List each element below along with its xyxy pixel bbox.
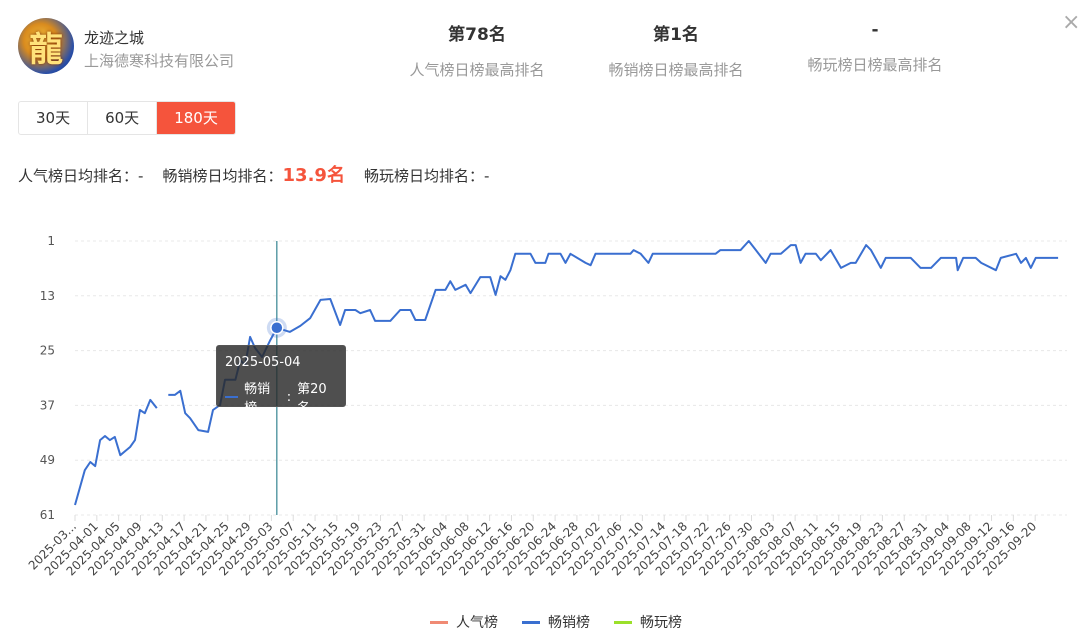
- legend-item-popular[interactable]: 人气榜: [430, 612, 498, 632]
- y-tick-label: 25: [40, 344, 55, 358]
- stat-label: 畅玩榜日榜最高排名: [807, 56, 943, 74]
- y-tick-label: 13: [40, 289, 55, 303]
- legend-label: 人气榜: [456, 615, 498, 631]
- tooltip-series-swatch: [225, 396, 239, 398]
- legend-swatch: [522, 620, 540, 624]
- tab-180-days[interactable]: 180天: [157, 102, 235, 134]
- app-name: 龙迹之城: [84, 29, 145, 47]
- play-avg-label: 畅玩榜日均排名：: [364, 167, 485, 185]
- tab-60-days[interactable]: 60天: [88, 102, 158, 134]
- legend-swatch: [430, 620, 448, 624]
- company-name: 上海德寒科技有限公司: [84, 52, 235, 70]
- stat-value: 第1名: [653, 25, 699, 45]
- app-icon: 龍: [18, 18, 74, 74]
- range-tabs: 30天 60天 180天: [18, 101, 236, 135]
- stat-label: 畅销榜日榜最高排名: [608, 61, 744, 79]
- play-avg-value: -: [484, 167, 490, 185]
- stat-popular-best: 第78名人气榜日榜最高排名: [377, 20, 577, 80]
- stat-label: 人气榜日榜最高排名: [409, 61, 545, 79]
- tooltip-date: 2025-05-04: [225, 355, 301, 370]
- stat-play-best: - 畅玩榜日榜最高排名: [775, 20, 975, 75]
- y-tick-label: 37: [40, 398, 55, 412]
- tooltip-series: 畅销榜: [244, 382, 271, 416]
- chart-tooltip: 2025-05-04 畅销榜: 第20名: [216, 345, 346, 416]
- y-tick-label: 1: [47, 234, 55, 248]
- y-tick-label: 49: [40, 453, 55, 467]
- legend-swatch: [614, 620, 632, 624]
- sales-avg-value: 13.9名: [282, 165, 345, 186]
- stat-value: 第78名: [448, 25, 506, 45]
- average-ranks: 人气榜日均排名： - 畅销榜日均排名： 13.9名 畅玩榜日均排名： -: [18, 161, 489, 187]
- legend-item-play[interactable]: 畅玩榜: [614, 612, 682, 632]
- tab-30-days[interactable]: 30天: [19, 102, 89, 134]
- popular-avg-label: 人气榜日均排名：: [18, 167, 139, 185]
- highlight-point: [270, 321, 284, 335]
- app-icon-glyph: 龍: [29, 29, 63, 70]
- chart-legend: 人气榜 畅销榜 畅玩榜: [430, 612, 682, 632]
- close-icon[interactable]: ×: [1062, 10, 1080, 35]
- tooltip-value: 第20名: [297, 382, 327, 416]
- legend-label: 畅销榜: [548, 615, 590, 631]
- stat-sales-best: 第1名畅销榜日榜最高排名: [576, 20, 776, 80]
- legend-item-sales[interactable]: 畅销榜: [522, 612, 590, 632]
- y-tick-label: 61: [40, 508, 55, 522]
- stat-value: -: [871, 20, 879, 40]
- sales-avg-label: 畅销榜日均排名：: [162, 167, 283, 185]
- popular-avg-value: -: [138, 167, 144, 185]
- legend-label: 畅玩榜: [640, 615, 682, 631]
